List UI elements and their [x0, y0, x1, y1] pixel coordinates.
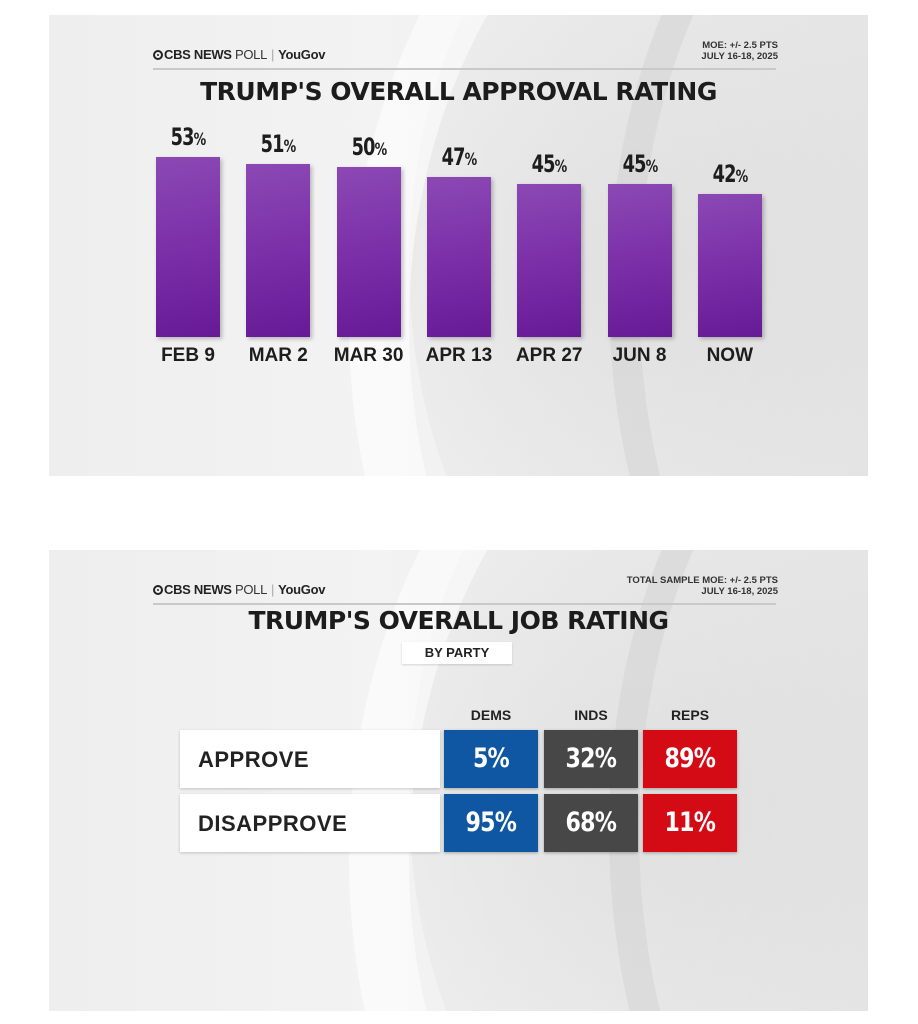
brand-logo: CBS NEWS POLL | YouGov	[153, 47, 325, 62]
bar-mar-30	[336, 167, 401, 337]
category-label: APR 27	[515, 345, 583, 366]
header-divider	[153, 603, 776, 605]
percent-sign: %	[554, 157, 568, 177]
value-label: 45%	[603, 150, 677, 178]
value-label: 51%	[241, 130, 315, 158]
value-label: 53%	[151, 123, 225, 151]
value-number: 45	[622, 150, 646, 178]
value-number: 42	[712, 160, 736, 189]
cell-disapprove-reps: 11%	[643, 794, 737, 852]
percent-sign: %	[283, 136, 297, 157]
row-label-approve: APPROVE	[180, 730, 440, 788]
bar-now	[697, 194, 762, 337]
value-label: 42%	[693, 160, 767, 188]
moe-note: TOTAL SAMPLE MOE: +/- 2.5 PTS JULY 16-18…	[626, 575, 778, 597]
category-label: JUN 8	[612, 345, 667, 366]
bar-feb-9	[156, 156, 220, 337]
percent-sign: %	[193, 129, 207, 150]
subtitle-badge: BY PARTY	[402, 642, 512, 664]
category-label: APR 13	[425, 345, 493, 366]
category-label: MAR 30	[333, 345, 404, 366]
cbs-eye-icon	[153, 50, 163, 60]
column-header-reps: REPS	[670, 707, 710, 723]
cell-approve-reps: 89%	[643, 730, 737, 788]
brand-separator: |	[271, 582, 275, 597]
table-title: TRUMP'S OVERALL JOB RATING	[248, 606, 669, 635]
percent-sign: %	[645, 157, 658, 177]
value-number: 50	[351, 133, 375, 161]
bar-apr-27	[517, 184, 582, 337]
cell-approve-dems: 5%	[444, 730, 538, 788]
column-header-dems: DEMS	[470, 707, 512, 723]
category-label: FEB 9	[161, 345, 215, 366]
value-label: 47%	[422, 143, 496, 171]
row-label-disapprove: DISAPPROVE	[180, 794, 440, 852]
bar-jun-8	[607, 184, 672, 337]
value-number: 53	[170, 122, 195, 151]
value-label: 50%	[332, 133, 406, 161]
header-divider	[153, 68, 776, 70]
value-number: 45	[531, 150, 556, 178]
cbs-eye-icon	[153, 585, 163, 595]
cell-disapprove-inds: 68%	[544, 794, 638, 852]
bar-mar-2	[246, 163, 311, 337]
cell-disapprove-dems: 95%	[444, 794, 538, 852]
category-label: MAR 2	[248, 345, 308, 366]
value-number: 47	[441, 143, 466, 172]
percent-sign: %	[735, 167, 748, 188]
chart-title: TRUMP'S OVERALL APPROVAL RATING	[200, 77, 717, 106]
brand-logo: CBS NEWS POLL | YouGov	[153, 582, 325, 597]
moe-note: MOE: +/- 2.5 PTS JULY 16-18, 2025	[701, 40, 778, 62]
column-header-inds: INDS	[574, 707, 608, 723]
category-label: NOW	[706, 345, 754, 366]
approval-chart-panel: CBS NEWS POLL | YouGov MOE: +/- 2.5 PTS JU…	[49, 15, 868, 476]
brand-separator: |	[271, 47, 275, 62]
yougov-logo: YouGov	[278, 582, 326, 597]
yougov-logo: YouGov	[278, 47, 326, 62]
job-rating-panel: CBS NEWS POLL | YouGov TOTAL SAMPLE MOE: +…	[49, 550, 868, 1011]
value-number: 51	[260, 129, 285, 158]
cell-approve-inds: 32%	[544, 730, 638, 788]
percent-sign: %	[374, 140, 387, 160]
value-label: 45%	[512, 150, 586, 178]
bar-apr-13	[426, 177, 491, 337]
percent-sign: %	[464, 150, 478, 171]
